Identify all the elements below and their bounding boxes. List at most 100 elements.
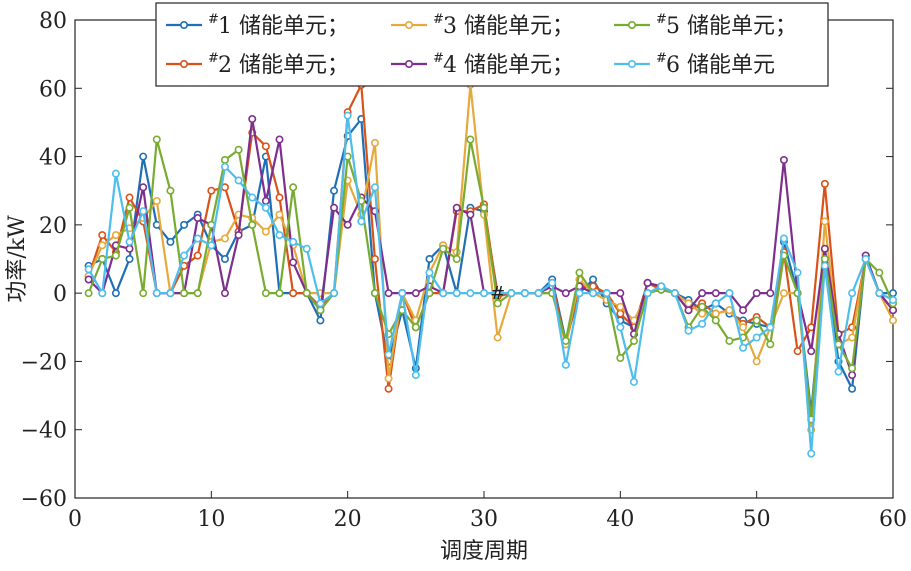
data-point: [684, 306, 693, 315]
data-point: [848, 333, 857, 342]
data-point: [657, 282, 666, 291]
data-point: [84, 265, 93, 274]
legend-prefix: #: [656, 51, 667, 66]
data-point: [125, 237, 134, 246]
legend-item-6: #6 储能单元: [614, 51, 775, 78]
x-tick-label: 40: [606, 507, 634, 532]
legend-swatch-marker: [404, 20, 413, 29]
data-point: [766, 340, 775, 349]
data-point: [248, 193, 257, 202]
y-tick-label: 20: [39, 214, 67, 239]
data-point: [561, 360, 570, 369]
data-point: [234, 145, 243, 154]
data-point: [316, 306, 325, 315]
data-point: [711, 316, 720, 325]
data-point: [384, 384, 393, 393]
data-point: [398, 289, 407, 298]
data-point: [711, 299, 720, 308]
data-point: [793, 347, 802, 356]
x-tick-label: 30: [470, 507, 498, 532]
legend-label: 4 储能单元；: [443, 53, 574, 78]
series-1: [84, 115, 897, 417]
data-point: [616, 309, 625, 318]
data-point: [875, 289, 884, 298]
y-tick-label: −60: [21, 487, 67, 512]
data-point: [139, 183, 148, 192]
data-point: [752, 289, 761, 298]
data-point: [575, 289, 584, 298]
data-point: [384, 289, 393, 298]
data-point: [289, 258, 298, 267]
legend-label: 1 储能单元；: [218, 14, 349, 39]
data-point: [275, 210, 284, 219]
data-point: [698, 302, 707, 311]
data-point: [98, 255, 107, 264]
legend-label: 3 储能单元；: [443, 14, 574, 39]
data-point: [193, 234, 202, 243]
legend-label: 2 储能单元；: [218, 53, 349, 78]
data-point: [820, 255, 829, 264]
y-tick-label: 60: [39, 77, 67, 102]
data-point: [589, 275, 598, 284]
data-point: [111, 169, 120, 178]
legend-item-3: #3 储能单元；: [391, 12, 574, 39]
data-point: [152, 196, 161, 205]
data-point: [479, 289, 488, 298]
hash-annotation: #: [490, 283, 505, 304]
data-point: [261, 142, 270, 151]
data-point: [711, 289, 720, 298]
data-point: [616, 323, 625, 332]
data-point: [466, 135, 475, 144]
data-point: [220, 255, 229, 264]
data-point: [643, 289, 652, 298]
legend-swatch-marker: [627, 59, 636, 68]
data-point: [111, 289, 120, 298]
data-point: [739, 323, 748, 332]
legend-swatch-marker: [180, 20, 189, 29]
data-point: [370, 138, 379, 147]
data-point: [193, 289, 202, 298]
data-point: [370, 255, 379, 264]
data-point: [84, 289, 93, 298]
data-point: [289, 289, 298, 298]
data-point: [411, 289, 420, 298]
legend-item-2: #2 储能单元；: [166, 51, 349, 78]
legend-label: 6 储能单元: [666, 53, 775, 78]
y-tick-label: 80: [39, 9, 67, 34]
data-point: [139, 152, 148, 161]
data-point: [302, 244, 311, 253]
data-point: [207, 186, 216, 195]
data-point: [139, 207, 148, 216]
data-point: [766, 289, 775, 298]
data-point: [848, 364, 857, 373]
data-point: [98, 231, 107, 240]
data-point: [888, 306, 897, 315]
data-point: [384, 350, 393, 359]
data-point: [207, 241, 216, 250]
data-point: [616, 354, 625, 363]
data-point: [807, 449, 816, 458]
data-point: [779, 155, 788, 164]
data-point: [670, 289, 679, 298]
legend-prefix: #: [433, 12, 444, 27]
data-point: [289, 183, 298, 192]
data-point: [888, 295, 897, 304]
data-point: [848, 384, 857, 393]
data-point: [152, 289, 161, 298]
data-point: [180, 251, 189, 260]
data-point: [589, 289, 598, 298]
data-point: [248, 115, 257, 124]
legend: #1 储能单元； #3 储能单元； #5 储能单元；# 2 储能单元； #4 储能单元；…: [155, 2, 829, 87]
data-point: [384, 374, 393, 383]
y-axis-label: 功率/kW: [5, 215, 30, 303]
data-point: [261, 203, 270, 212]
data-point: [330, 203, 339, 212]
data-point: [125, 255, 134, 264]
data-point: [220, 155, 229, 164]
data-point: [725, 336, 734, 345]
data-point: [493, 289, 502, 298]
data-point: [261, 196, 270, 205]
data-point: [316, 316, 325, 325]
legend-swatch-marker: [627, 20, 636, 29]
